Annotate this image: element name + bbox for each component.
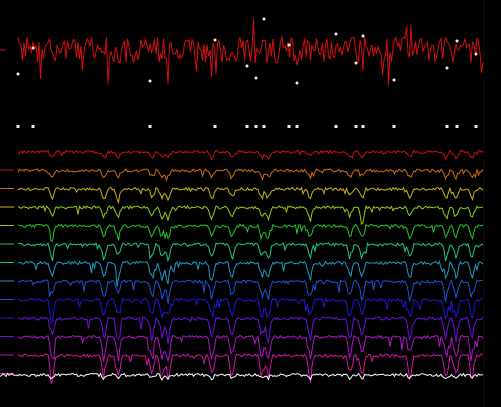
source-event-dot bbox=[445, 66, 449, 70]
channel-trace bbox=[17, 204, 484, 225]
event-markers-layer bbox=[16, 125, 478, 128]
source-event-dot bbox=[213, 38, 217, 42]
source-event-dot bbox=[31, 46, 35, 50]
source-trace-layer bbox=[16, 17, 484, 86]
event-marker bbox=[392, 125, 396, 128]
event-marker bbox=[213, 125, 217, 128]
source-event-dot bbox=[148, 79, 152, 83]
channel-trace bbox=[17, 241, 484, 263]
channel-traces-layer bbox=[0, 149, 484, 385]
channel-trace bbox=[17, 353, 484, 385]
source-event-dot bbox=[254, 76, 258, 80]
event-marker bbox=[354, 125, 358, 128]
source-trace bbox=[17, 19, 484, 86]
channel-trace bbox=[17, 334, 484, 363]
source-event-dot bbox=[474, 52, 478, 56]
event-marker bbox=[474, 125, 478, 128]
event-marker bbox=[148, 125, 152, 128]
source-event-dot bbox=[245, 64, 249, 68]
channel-trace bbox=[17, 168, 484, 182]
event-marker bbox=[16, 125, 20, 128]
source-event-dot bbox=[361, 34, 365, 38]
channel-trace bbox=[17, 149, 484, 161]
channel-trace bbox=[17, 223, 484, 242]
average-trace bbox=[0, 372, 484, 381]
event-marker bbox=[245, 125, 249, 128]
event-marker bbox=[295, 125, 299, 128]
source-event-dot bbox=[354, 61, 358, 65]
event-marker bbox=[361, 125, 365, 128]
event-marker bbox=[31, 125, 35, 128]
event-marker bbox=[334, 125, 338, 128]
channel-trace bbox=[17, 279, 484, 305]
channel-trace bbox=[17, 315, 484, 345]
average-trace-layer bbox=[0, 372, 484, 381]
source-event-dot bbox=[455, 39, 459, 43]
source-event-dot bbox=[16, 72, 20, 76]
source-event-dot bbox=[392, 78, 396, 82]
source-event-dot bbox=[287, 43, 291, 47]
event-marker bbox=[262, 125, 266, 128]
source-event-dot bbox=[334, 32, 338, 36]
event-marker bbox=[287, 125, 291, 128]
source-event-dot bbox=[295, 81, 299, 85]
event-marker bbox=[455, 125, 459, 128]
channel-trace bbox=[17, 260, 484, 287]
event-marker bbox=[254, 125, 258, 128]
channel-trace bbox=[17, 186, 484, 205]
channel-trace bbox=[17, 297, 483, 325]
source-event-dot bbox=[262, 17, 266, 21]
event-marker bbox=[445, 125, 449, 128]
